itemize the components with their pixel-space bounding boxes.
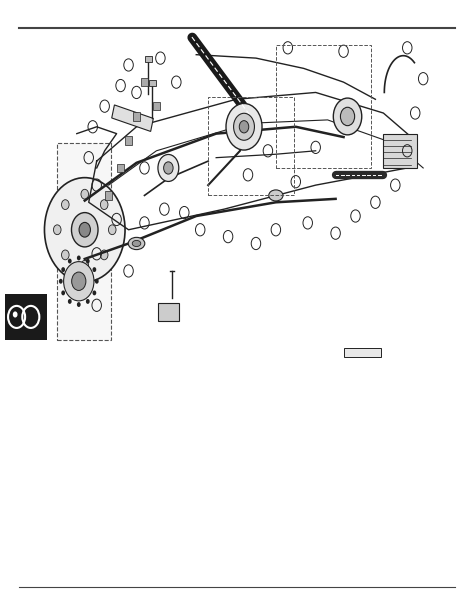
Bar xyxy=(208,97,293,196)
Circle shape xyxy=(68,259,72,264)
Bar xyxy=(153,102,160,110)
Circle shape xyxy=(226,104,262,150)
Circle shape xyxy=(68,299,72,304)
Circle shape xyxy=(92,291,96,295)
Circle shape xyxy=(79,223,91,237)
Circle shape xyxy=(62,200,69,210)
Circle shape xyxy=(333,98,362,135)
Circle shape xyxy=(45,178,125,282)
Circle shape xyxy=(86,259,90,264)
Bar xyxy=(383,134,417,168)
Circle shape xyxy=(13,311,18,318)
Circle shape xyxy=(62,250,69,260)
Bar xyxy=(117,164,124,172)
Bar xyxy=(105,191,112,200)
Circle shape xyxy=(77,302,81,307)
Ellipse shape xyxy=(269,190,283,201)
Circle shape xyxy=(239,121,249,133)
Circle shape xyxy=(81,189,89,199)
Circle shape xyxy=(109,225,116,235)
Circle shape xyxy=(59,279,63,284)
Circle shape xyxy=(86,299,90,304)
Circle shape xyxy=(100,250,108,260)
Circle shape xyxy=(234,113,255,140)
Circle shape xyxy=(64,262,94,301)
Circle shape xyxy=(72,272,86,291)
Bar xyxy=(133,112,140,121)
Circle shape xyxy=(77,256,81,261)
Ellipse shape xyxy=(132,240,141,246)
Bar xyxy=(344,348,382,357)
Circle shape xyxy=(72,213,98,247)
Bar xyxy=(5,294,47,340)
Circle shape xyxy=(158,154,179,181)
Circle shape xyxy=(54,225,61,235)
Polygon shape xyxy=(112,105,153,131)
Bar xyxy=(149,80,156,86)
Bar xyxy=(141,78,148,86)
Circle shape xyxy=(340,107,355,126)
Bar xyxy=(57,143,111,340)
Circle shape xyxy=(61,291,65,295)
Circle shape xyxy=(61,267,65,272)
Circle shape xyxy=(95,279,99,284)
Ellipse shape xyxy=(128,237,145,249)
Circle shape xyxy=(81,261,89,270)
Circle shape xyxy=(164,162,173,174)
Bar xyxy=(125,136,132,145)
Circle shape xyxy=(100,200,108,210)
Bar xyxy=(276,45,371,168)
Circle shape xyxy=(92,267,96,272)
Bar xyxy=(145,56,152,62)
Bar xyxy=(158,303,179,321)
